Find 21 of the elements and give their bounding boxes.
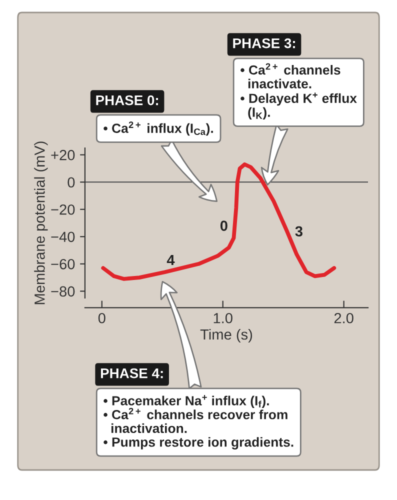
annotation: 4 bbox=[166, 254, 175, 266]
y-tick-label: −20 bbox=[51, 204, 75, 215]
text: • Pacemaker Na$^{+}$ influx (I$_{f}$). • Ca$^{2+}$ channels recover from inactivation. • Pumps restore ion gradients. bbox=[104, 395, 294, 450]
y-tick-label: −60 bbox=[51, 259, 75, 270]
text: PHASE 4: bbox=[100, 368, 163, 378]
x-axis-title: Time (s) bbox=[200, 328, 252, 343]
x-tick-label: 0 bbox=[98, 312, 106, 324]
y-tick-label: −40 bbox=[51, 232, 75, 242]
text: PHASE 3: bbox=[233, 38, 295, 48]
y-tick-label: −80 bbox=[51, 286, 75, 297]
y-tick-label: 0 bbox=[68, 177, 75, 188]
x-tick-label: 2.0 bbox=[334, 312, 354, 324]
text: • Ca$^{2+}$ influx (I$_{Ca}$). bbox=[104, 122, 213, 136]
text: • Ca$^{2+}$ channels inactivate. • Delayed K$^{+}$ efflux (I$_{K}$). bbox=[240, 63, 357, 120]
line-series bbox=[101, 162, 336, 281]
text: PHASE 0: bbox=[96, 95, 158, 106]
annotation: 3 bbox=[295, 226, 302, 237]
x-tick-label: 1.0 bbox=[214, 312, 232, 324]
annotation: 0 bbox=[220, 220, 228, 231]
y-axis-title: Membrane potential (mV) bbox=[34, 142, 48, 304]
y-tick-label: +20 bbox=[51, 150, 75, 160]
